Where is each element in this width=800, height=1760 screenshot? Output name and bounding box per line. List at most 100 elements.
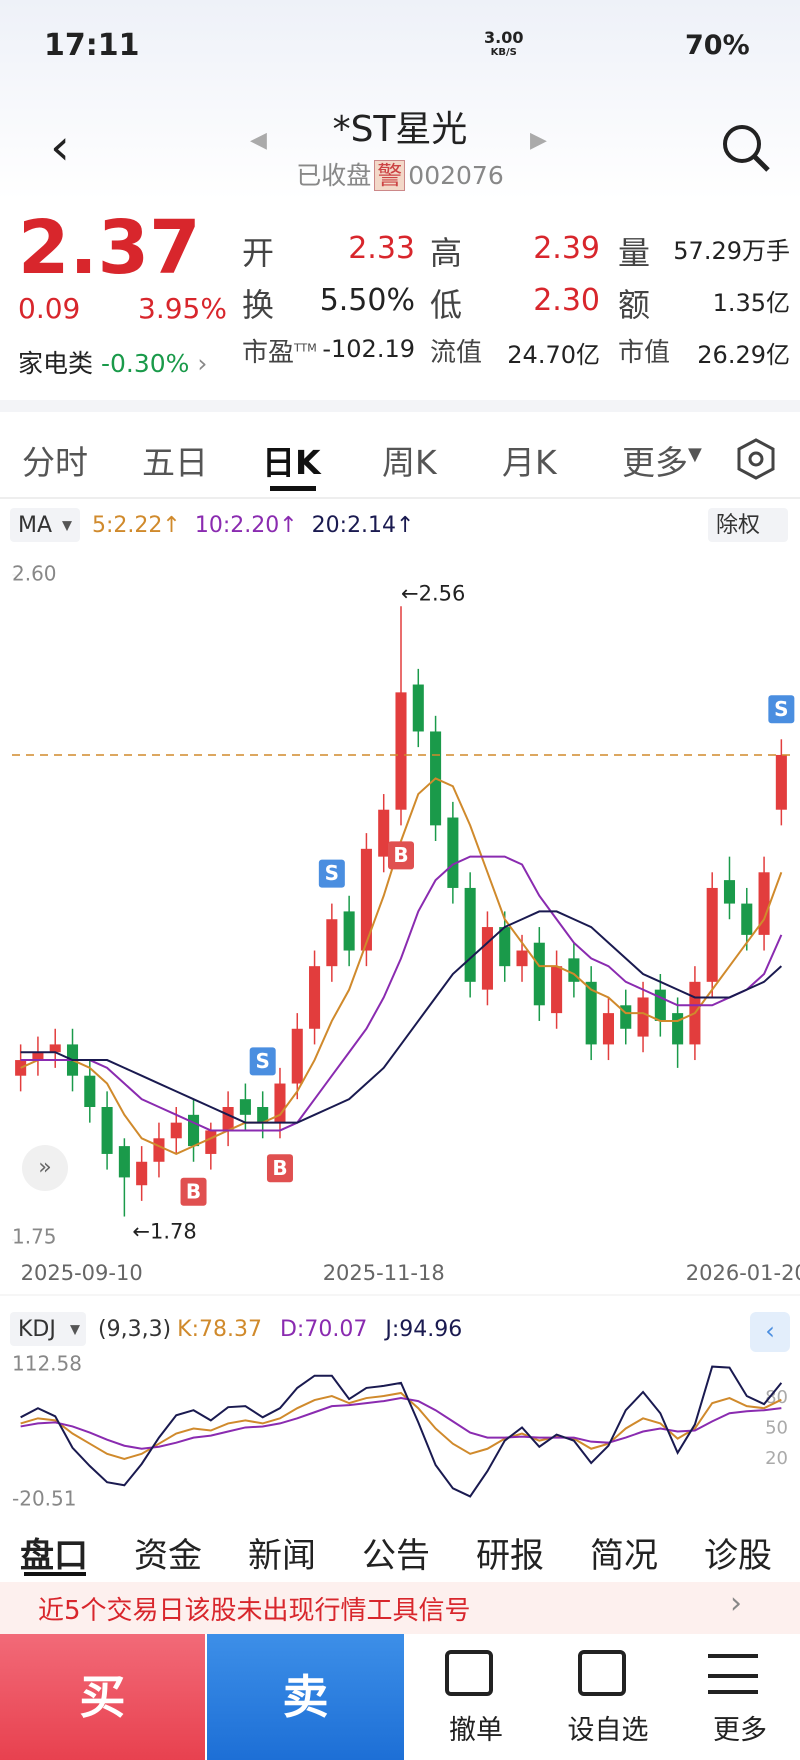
ma-line — [20, 777, 783, 1156]
max-label: ←2.56 — [401, 581, 465, 605]
notice-bar[interactable]: 近5个交易日该股未出现行情工具信号 › — [0, 1582, 800, 1634]
kdj-right-tick: 20 — [765, 1448, 788, 1469]
signal: B — [393, 843, 408, 867]
candle-body — [395, 692, 407, 810]
adjust: 除权 — [716, 513, 760, 538]
field-label: 额 — [618, 286, 651, 324]
ma-selector-box — [10, 508, 80, 542]
sector: 家电类 -0.30% › — [18, 349, 208, 378]
settings-icon[interactable] — [733, 436, 779, 482]
field-label: 换 — [242, 286, 275, 324]
candle-body — [464, 887, 476, 982]
kdj-selector-box — [10, 1312, 86, 1346]
kdj-legend: J:94.96 — [383, 1317, 462, 1342]
candle-body — [274, 1083, 286, 1123]
field-value: 2.39 — [533, 231, 600, 266]
action-item[interactable]: 设自选 — [567, 1715, 649, 1746]
field-value: 2.30 — [533, 283, 600, 318]
field-value: 1.35亿 — [712, 289, 790, 317]
bottom-tab[interactable]: 研报 — [476, 1536, 544, 1576]
bottom-tab[interactable]: 诊股 — [704, 1536, 772, 1576]
candle-body — [637, 997, 649, 1037]
icon — [708, 1654, 758, 1694]
sector-change: -0.30% — [100, 349, 190, 378]
candle-body — [32, 1052, 44, 1061]
candle-body — [222, 1107, 234, 1131]
kdj-tick-label: 112.58 — [12, 1352, 82, 1376]
ma-selector: MA — [18, 513, 52, 538]
back-button[interactable]: ‹ — [50, 118, 70, 176]
ma-legend: 10:2.20↑ — [195, 513, 298, 538]
bottom-tab[interactable]: 资金 — [134, 1536, 202, 1576]
action-item[interactable]: 撤单 — [449, 1715, 503, 1746]
candle-body — [775, 754, 787, 810]
candle-body — [533, 942, 545, 1006]
bottom-tab[interactable]: 新闻 — [248, 1536, 316, 1576]
candle-body — [205, 1130, 217, 1154]
field-label: 高 — [430, 234, 463, 272]
candle-body — [153, 1138, 165, 1162]
signal-box — [768, 695, 795, 724]
kdj-right-tick: 80 — [765, 1387, 788, 1408]
sell-button[interactable]: 卖 — [207, 1634, 404, 1760]
battery: 70% — [685, 30, 750, 61]
period-tab[interactable]: 日K — [262, 443, 321, 482]
caret: ▼ — [70, 1323, 80, 1338]
y-tick-label: 1.75 — [12, 1225, 57, 1249]
candle-body — [447, 817, 459, 888]
period-tab[interactable]: 月K — [502, 443, 557, 482]
period-tab[interactable]: 五日 — [142, 443, 208, 482]
expand-button — [22, 1145, 68, 1191]
kdj-params: (9,3,3) — [98, 1317, 171, 1342]
bottom-tab[interactable]: 盘口 — [20, 1536, 88, 1576]
kdj-tick-label: -20.51 — [12, 1487, 76, 1511]
signal: B — [272, 1156, 287, 1180]
buy-button[interactable]: 买 — [0, 1634, 205, 1760]
candle-body — [136, 1161, 148, 1186]
field-value: 57.29万手 — [673, 237, 790, 265]
field-label: 市值 — [618, 338, 671, 368]
bottom-tab-indicator — [24, 1572, 86, 1576]
action-item[interactable]: 更多 — [713, 1715, 767, 1746]
field-value: 2.33 — [348, 231, 415, 266]
kline-chart: MA ▼ 5:2.22↑ 10:2.20↑ 20:2.14↑ 除权 1.75 2.60 2025… — [0, 508, 800, 1511]
status: 已收盘 — [296, 161, 372, 190]
collapse-button — [750, 1312, 790, 1352]
candle-body — [516, 950, 528, 967]
candle-body — [309, 966, 321, 1029]
candle-body — [101, 1107, 113, 1154]
bottom-tab[interactable]: 简况 — [590, 1536, 658, 1576]
notice: 近5个交易日该股未出现行情工具信号 — [38, 1596, 471, 1626]
adjust-box — [708, 508, 788, 542]
kdj-selector: KDJ — [18, 1317, 56, 1342]
candle-body — [170, 1122, 182, 1139]
period-tab[interactable]: 分时 — [22, 443, 88, 482]
candle-body — [499, 927, 511, 967]
candle-body — [706, 887, 718, 982]
field-value: 26.29亿 — [697, 341, 790, 369]
signal-box — [180, 1177, 207, 1206]
search-icon[interactable] — [718, 120, 774, 176]
ma-legend: 5:2.22↑ — [92, 513, 181, 538]
candle-body — [291, 1028, 303, 1084]
period-tab[interactable]: 更多 — [622, 443, 688, 482]
candle-body — [741, 903, 753, 935]
ma-line — [20, 910, 783, 1124]
field-label: 流值 — [430, 338, 483, 368]
signal-box — [266, 1154, 293, 1183]
field-value: 5.50% — [319, 283, 415, 318]
candle-body — [84, 1075, 96, 1107]
active-indicator — [270, 486, 316, 491]
next-arrow[interactable]: ▶ — [530, 128, 547, 153]
more-caret: ▼ — [688, 444, 702, 465]
candle-body — [481, 927, 493, 990]
signal: S — [255, 1049, 269, 1073]
y-tick-label: 2.60 — [12, 562, 57, 586]
candle-body — [654, 989, 666, 1021]
kdj-legend: K:78.37 — [177, 1317, 262, 1342]
bottom-tab[interactable]: 公告 — [362, 1536, 430, 1576]
signal-box — [388, 841, 414, 870]
period-tab[interactable]: 周K — [382, 443, 437, 482]
prev-arrow[interactable]: ◀ — [250, 128, 267, 153]
change-pct: 3.95% — [138, 292, 227, 325]
